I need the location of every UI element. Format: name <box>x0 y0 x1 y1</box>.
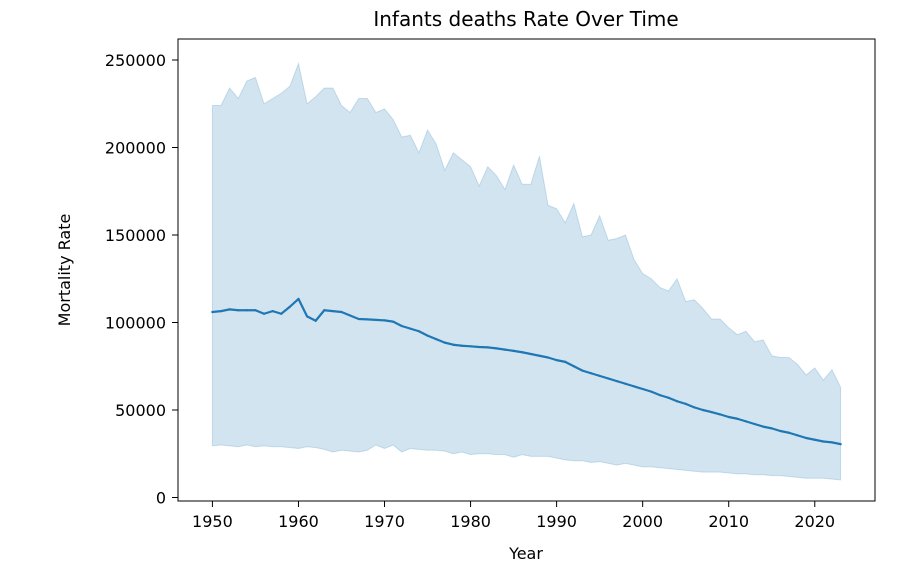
data-point <box>770 427 773 430</box>
data-point <box>693 406 696 409</box>
data-point <box>521 351 524 354</box>
data-point <box>796 434 799 437</box>
data-point <box>297 297 300 300</box>
data-point <box>822 440 825 443</box>
data-point <box>443 341 446 344</box>
data-point <box>805 436 808 440</box>
data-point <box>331 310 334 313</box>
y-axis: 0 50000 100000 150000 200000 250000 <box>105 51 178 508</box>
data-point <box>245 309 248 312</box>
data-point <box>779 429 782 433</box>
data-point <box>624 382 627 385</box>
data-point <box>469 345 472 348</box>
plot-frame <box>177 38 876 502</box>
y-tick-label: 50000 <box>115 401 166 420</box>
data-point <box>839 443 842 446</box>
y-tick-label: 100000 <box>105 314 166 333</box>
data-point <box>426 334 429 337</box>
data-point <box>684 402 687 405</box>
data-point <box>564 360 567 363</box>
data-point <box>374 318 378 321</box>
data-point <box>727 415 730 419</box>
x-tick-label: 1980 <box>450 512 491 531</box>
y-tick-label: 150000 <box>105 226 166 245</box>
data-point <box>400 324 403 328</box>
data-point <box>452 343 455 346</box>
data-point <box>710 411 713 414</box>
data-point <box>598 374 601 377</box>
x-tick-label: 2010 <box>708 512 749 531</box>
y-tick-label: 200000 <box>105 139 166 158</box>
data-point <box>675 400 679 403</box>
x-tick-label: 1970 <box>364 512 405 531</box>
data-point <box>383 319 386 322</box>
data-point <box>589 372 593 375</box>
data-point <box>219 310 223 313</box>
confidence-band-0 <box>211 61 842 481</box>
data-point <box>314 319 317 322</box>
y-tick-label: 0 <box>156 489 166 508</box>
x-tick-label: 1950 <box>192 512 233 531</box>
data-point <box>650 390 653 393</box>
data-point <box>667 396 670 399</box>
data-point <box>460 344 464 347</box>
data-point <box>607 377 610 380</box>
data-point <box>641 387 644 391</box>
data-point <box>555 359 558 362</box>
plot-area <box>211 61 842 481</box>
y-tick-label: 250000 <box>105 51 166 70</box>
data-point <box>787 431 791 434</box>
data-point <box>615 380 618 383</box>
data-point <box>254 309 257 312</box>
data-point <box>435 338 438 341</box>
data-point <box>271 310 274 313</box>
chart-title: Infants deaths Rate Over Time <box>373 7 678 31</box>
data-point <box>417 330 421 333</box>
data-point <box>357 317 360 321</box>
data-point <box>478 345 481 349</box>
data-point <box>237 309 240 312</box>
data-point <box>486 346 489 349</box>
data-point <box>288 305 291 308</box>
data-point <box>572 365 575 368</box>
data-point <box>305 315 309 318</box>
data-point <box>228 308 231 311</box>
data-point <box>392 320 395 323</box>
data-point <box>762 425 765 428</box>
x-axis-label: Year <box>508 544 543 563</box>
data-point <box>813 438 816 441</box>
x-tick-label: 2000 <box>622 512 663 531</box>
data-point <box>581 369 584 372</box>
data-point <box>632 385 636 388</box>
data-point <box>701 408 705 412</box>
y-axis-label: Mortality Rate <box>55 214 74 327</box>
data-point <box>658 394 661 397</box>
data-point <box>409 327 412 330</box>
x-tick-label: 2020 <box>794 512 835 531</box>
data-point <box>262 312 266 315</box>
data-point <box>736 417 739 420</box>
mean-line-0 <box>211 297 842 446</box>
data-point <box>546 356 550 359</box>
data-point <box>503 348 507 351</box>
data-point <box>744 420 748 423</box>
data-point <box>340 310 343 314</box>
data-point <box>495 347 498 350</box>
data-point <box>211 310 214 314</box>
data-point <box>538 354 541 357</box>
x-tick-label: 1960 <box>278 512 319 531</box>
data-point <box>280 312 283 315</box>
data-point <box>349 314 352 317</box>
data-point <box>529 352 532 356</box>
data-point <box>830 441 834 444</box>
x-axis: 1950 1960 1970 1980 1990 2000 2010 2020 <box>192 501 835 531</box>
data-point <box>512 349 515 352</box>
x-tick-label: 1990 <box>536 512 577 531</box>
data-point <box>719 413 722 416</box>
data-point <box>323 309 326 312</box>
data-point <box>753 422 756 426</box>
data-point <box>366 318 369 321</box>
